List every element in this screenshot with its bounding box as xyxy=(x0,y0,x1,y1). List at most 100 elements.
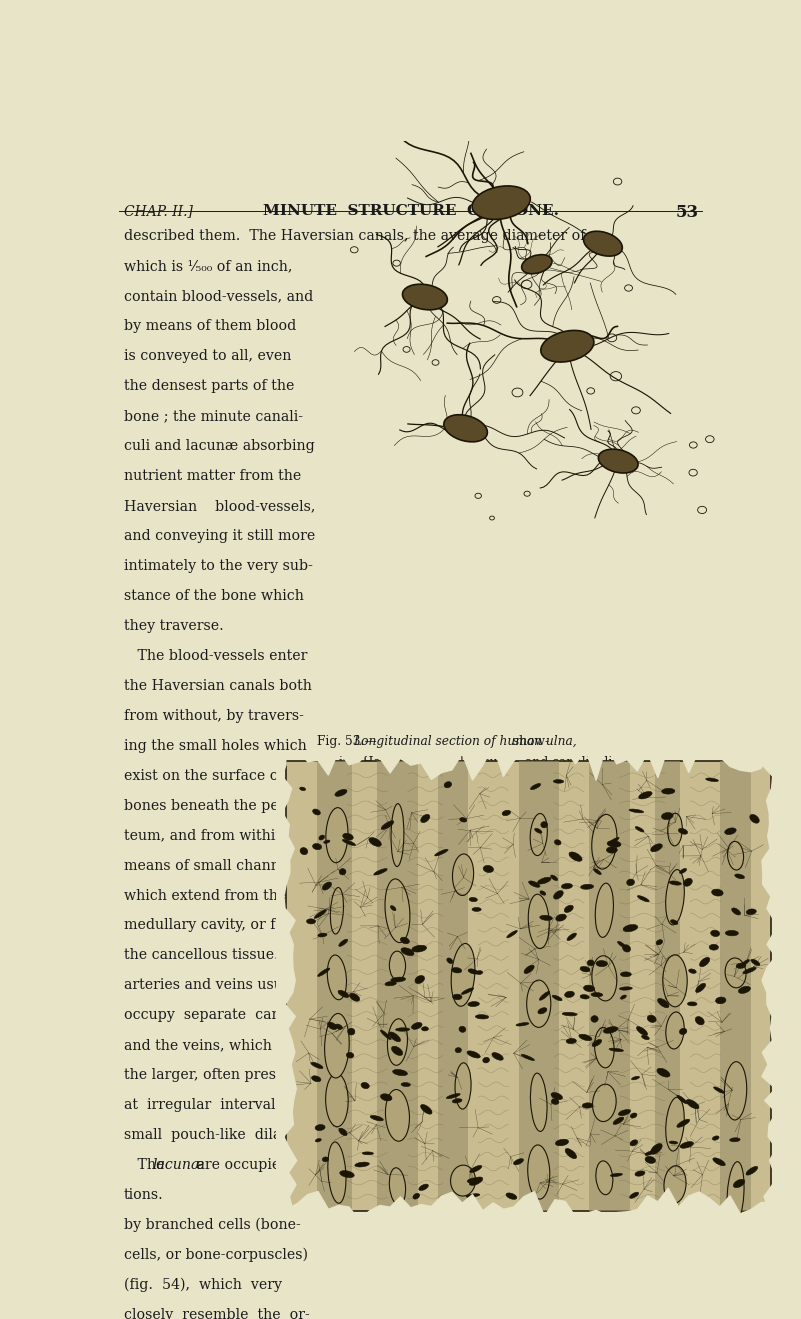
Ellipse shape xyxy=(567,933,577,940)
Text: stance of the bone which: stance of the bone which xyxy=(123,588,304,603)
Ellipse shape xyxy=(468,969,478,975)
Ellipse shape xyxy=(618,942,626,948)
Ellipse shape xyxy=(530,814,547,856)
Ellipse shape xyxy=(385,981,396,985)
Ellipse shape xyxy=(637,1026,647,1035)
Ellipse shape xyxy=(750,814,759,823)
Ellipse shape xyxy=(630,1192,638,1198)
Ellipse shape xyxy=(385,878,410,943)
Ellipse shape xyxy=(669,881,682,885)
Ellipse shape xyxy=(638,896,650,902)
Ellipse shape xyxy=(401,1083,410,1087)
Ellipse shape xyxy=(638,791,652,799)
Ellipse shape xyxy=(328,1022,336,1030)
Ellipse shape xyxy=(592,814,617,869)
Ellipse shape xyxy=(551,1092,562,1100)
Text: by branched cells (bone-: by branched cells (bone- xyxy=(123,1217,300,1232)
Ellipse shape xyxy=(540,890,545,896)
Ellipse shape xyxy=(314,910,326,918)
Text: tions.: tions. xyxy=(123,1188,163,1202)
Bar xyxy=(518,761,559,1211)
Ellipse shape xyxy=(412,946,427,952)
Ellipse shape xyxy=(596,1161,613,1195)
Ellipse shape xyxy=(650,844,662,852)
Ellipse shape xyxy=(727,1162,744,1227)
Ellipse shape xyxy=(521,255,552,274)
Ellipse shape xyxy=(421,1026,429,1031)
Ellipse shape xyxy=(328,1142,346,1203)
Ellipse shape xyxy=(635,1171,645,1177)
Ellipse shape xyxy=(668,814,682,845)
Bar xyxy=(438,761,468,1211)
Ellipse shape xyxy=(537,877,551,884)
Ellipse shape xyxy=(631,1076,639,1080)
Ellipse shape xyxy=(389,951,405,980)
Text: Bone corpuscles: Bone corpuscles xyxy=(352,1072,454,1086)
Ellipse shape xyxy=(396,1028,410,1031)
Ellipse shape xyxy=(642,1035,650,1039)
Ellipse shape xyxy=(315,1125,325,1130)
Ellipse shape xyxy=(502,810,510,815)
Ellipse shape xyxy=(594,1028,614,1068)
Ellipse shape xyxy=(711,889,723,896)
Text: (Rollett.): (Rollett.) xyxy=(339,778,394,791)
Ellipse shape xyxy=(307,919,316,923)
Ellipse shape xyxy=(461,988,473,995)
Ellipse shape xyxy=(319,835,324,840)
Ellipse shape xyxy=(318,933,327,936)
Ellipse shape xyxy=(346,1053,354,1058)
Text: Fig. 53.—: Fig. 53.— xyxy=(317,735,377,748)
Text: at  irregular  intervals,: at irregular intervals, xyxy=(123,1099,287,1112)
Ellipse shape xyxy=(562,1012,578,1016)
Ellipse shape xyxy=(751,959,760,966)
Ellipse shape xyxy=(506,1192,517,1199)
Text: exist on the surface of all: exist on the surface of all xyxy=(123,769,305,782)
Ellipse shape xyxy=(613,1117,624,1125)
Ellipse shape xyxy=(312,809,320,815)
Ellipse shape xyxy=(706,778,718,782)
Bar xyxy=(590,761,630,1211)
Ellipse shape xyxy=(311,1062,323,1068)
Text: bone ; the minute canali-: bone ; the minute canali- xyxy=(123,409,303,423)
Ellipse shape xyxy=(540,915,553,921)
Text: The blood-vessels enter: The blood-vessels enter xyxy=(123,649,307,663)
Ellipse shape xyxy=(335,1024,342,1029)
Ellipse shape xyxy=(566,1038,577,1043)
Ellipse shape xyxy=(322,1157,328,1162)
Ellipse shape xyxy=(712,1136,719,1140)
Text: ing Haversian canal, lacunæ, and canaliculi.: ing Haversian canal, lacunæ, and canalic… xyxy=(339,757,617,769)
Ellipse shape xyxy=(415,976,425,984)
Ellipse shape xyxy=(580,967,590,972)
Text: ing the small holes which: ing the small holes which xyxy=(123,739,307,753)
Ellipse shape xyxy=(669,1141,678,1144)
Ellipse shape xyxy=(556,914,566,921)
Ellipse shape xyxy=(591,993,602,997)
Ellipse shape xyxy=(645,1151,654,1155)
Ellipse shape xyxy=(592,1039,602,1046)
Ellipse shape xyxy=(608,838,619,844)
Ellipse shape xyxy=(362,1151,373,1155)
Ellipse shape xyxy=(335,789,347,797)
Ellipse shape xyxy=(583,985,594,992)
Ellipse shape xyxy=(459,1026,466,1033)
Ellipse shape xyxy=(374,869,387,874)
Ellipse shape xyxy=(630,1140,638,1146)
Ellipse shape xyxy=(680,1142,694,1149)
Ellipse shape xyxy=(466,1194,480,1198)
Ellipse shape xyxy=(413,1194,420,1199)
Ellipse shape xyxy=(725,958,746,988)
Text: 53: 53 xyxy=(676,204,699,222)
Text: culi and lacunæ absorbing: culi and lacunæ absorbing xyxy=(123,439,315,454)
Text: closely  resemble  the  or-: closely resemble the or- xyxy=(123,1308,309,1319)
Ellipse shape xyxy=(541,822,548,828)
Ellipse shape xyxy=(467,1178,479,1183)
Ellipse shape xyxy=(455,1047,461,1053)
Ellipse shape xyxy=(539,992,549,1000)
Ellipse shape xyxy=(324,1013,349,1078)
Ellipse shape xyxy=(483,865,493,872)
Text: Haversian    blood-vessels,: Haversian blood-vessels, xyxy=(123,499,315,513)
Ellipse shape xyxy=(553,890,563,900)
Ellipse shape xyxy=(747,909,756,914)
Ellipse shape xyxy=(361,1083,369,1088)
Ellipse shape xyxy=(467,1051,481,1058)
